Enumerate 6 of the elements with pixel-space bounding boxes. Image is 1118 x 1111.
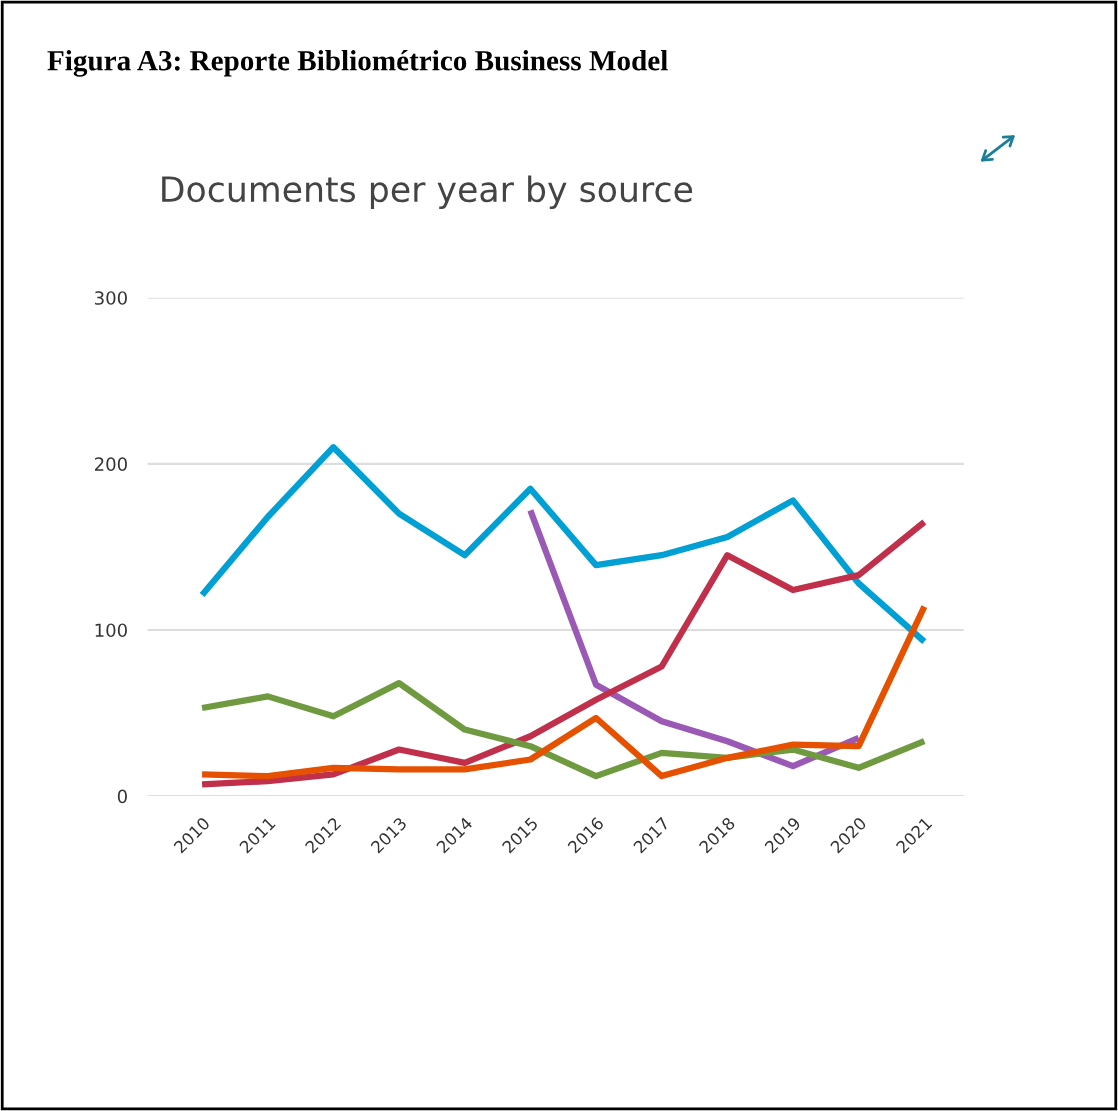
y-tick-label: 0 — [117, 789, 127, 804]
y-tick-label: 200 — [94, 457, 127, 471]
chart-title: Figura A3: Reporte Bibliométrico Business Model — [47, 49, 668, 77]
y-tick-label: 300 — [95, 291, 127, 305]
chart-subtitle: Documents per year by source — [162, 175, 693, 210]
y-tick-label: 100 — [95, 623, 127, 638]
